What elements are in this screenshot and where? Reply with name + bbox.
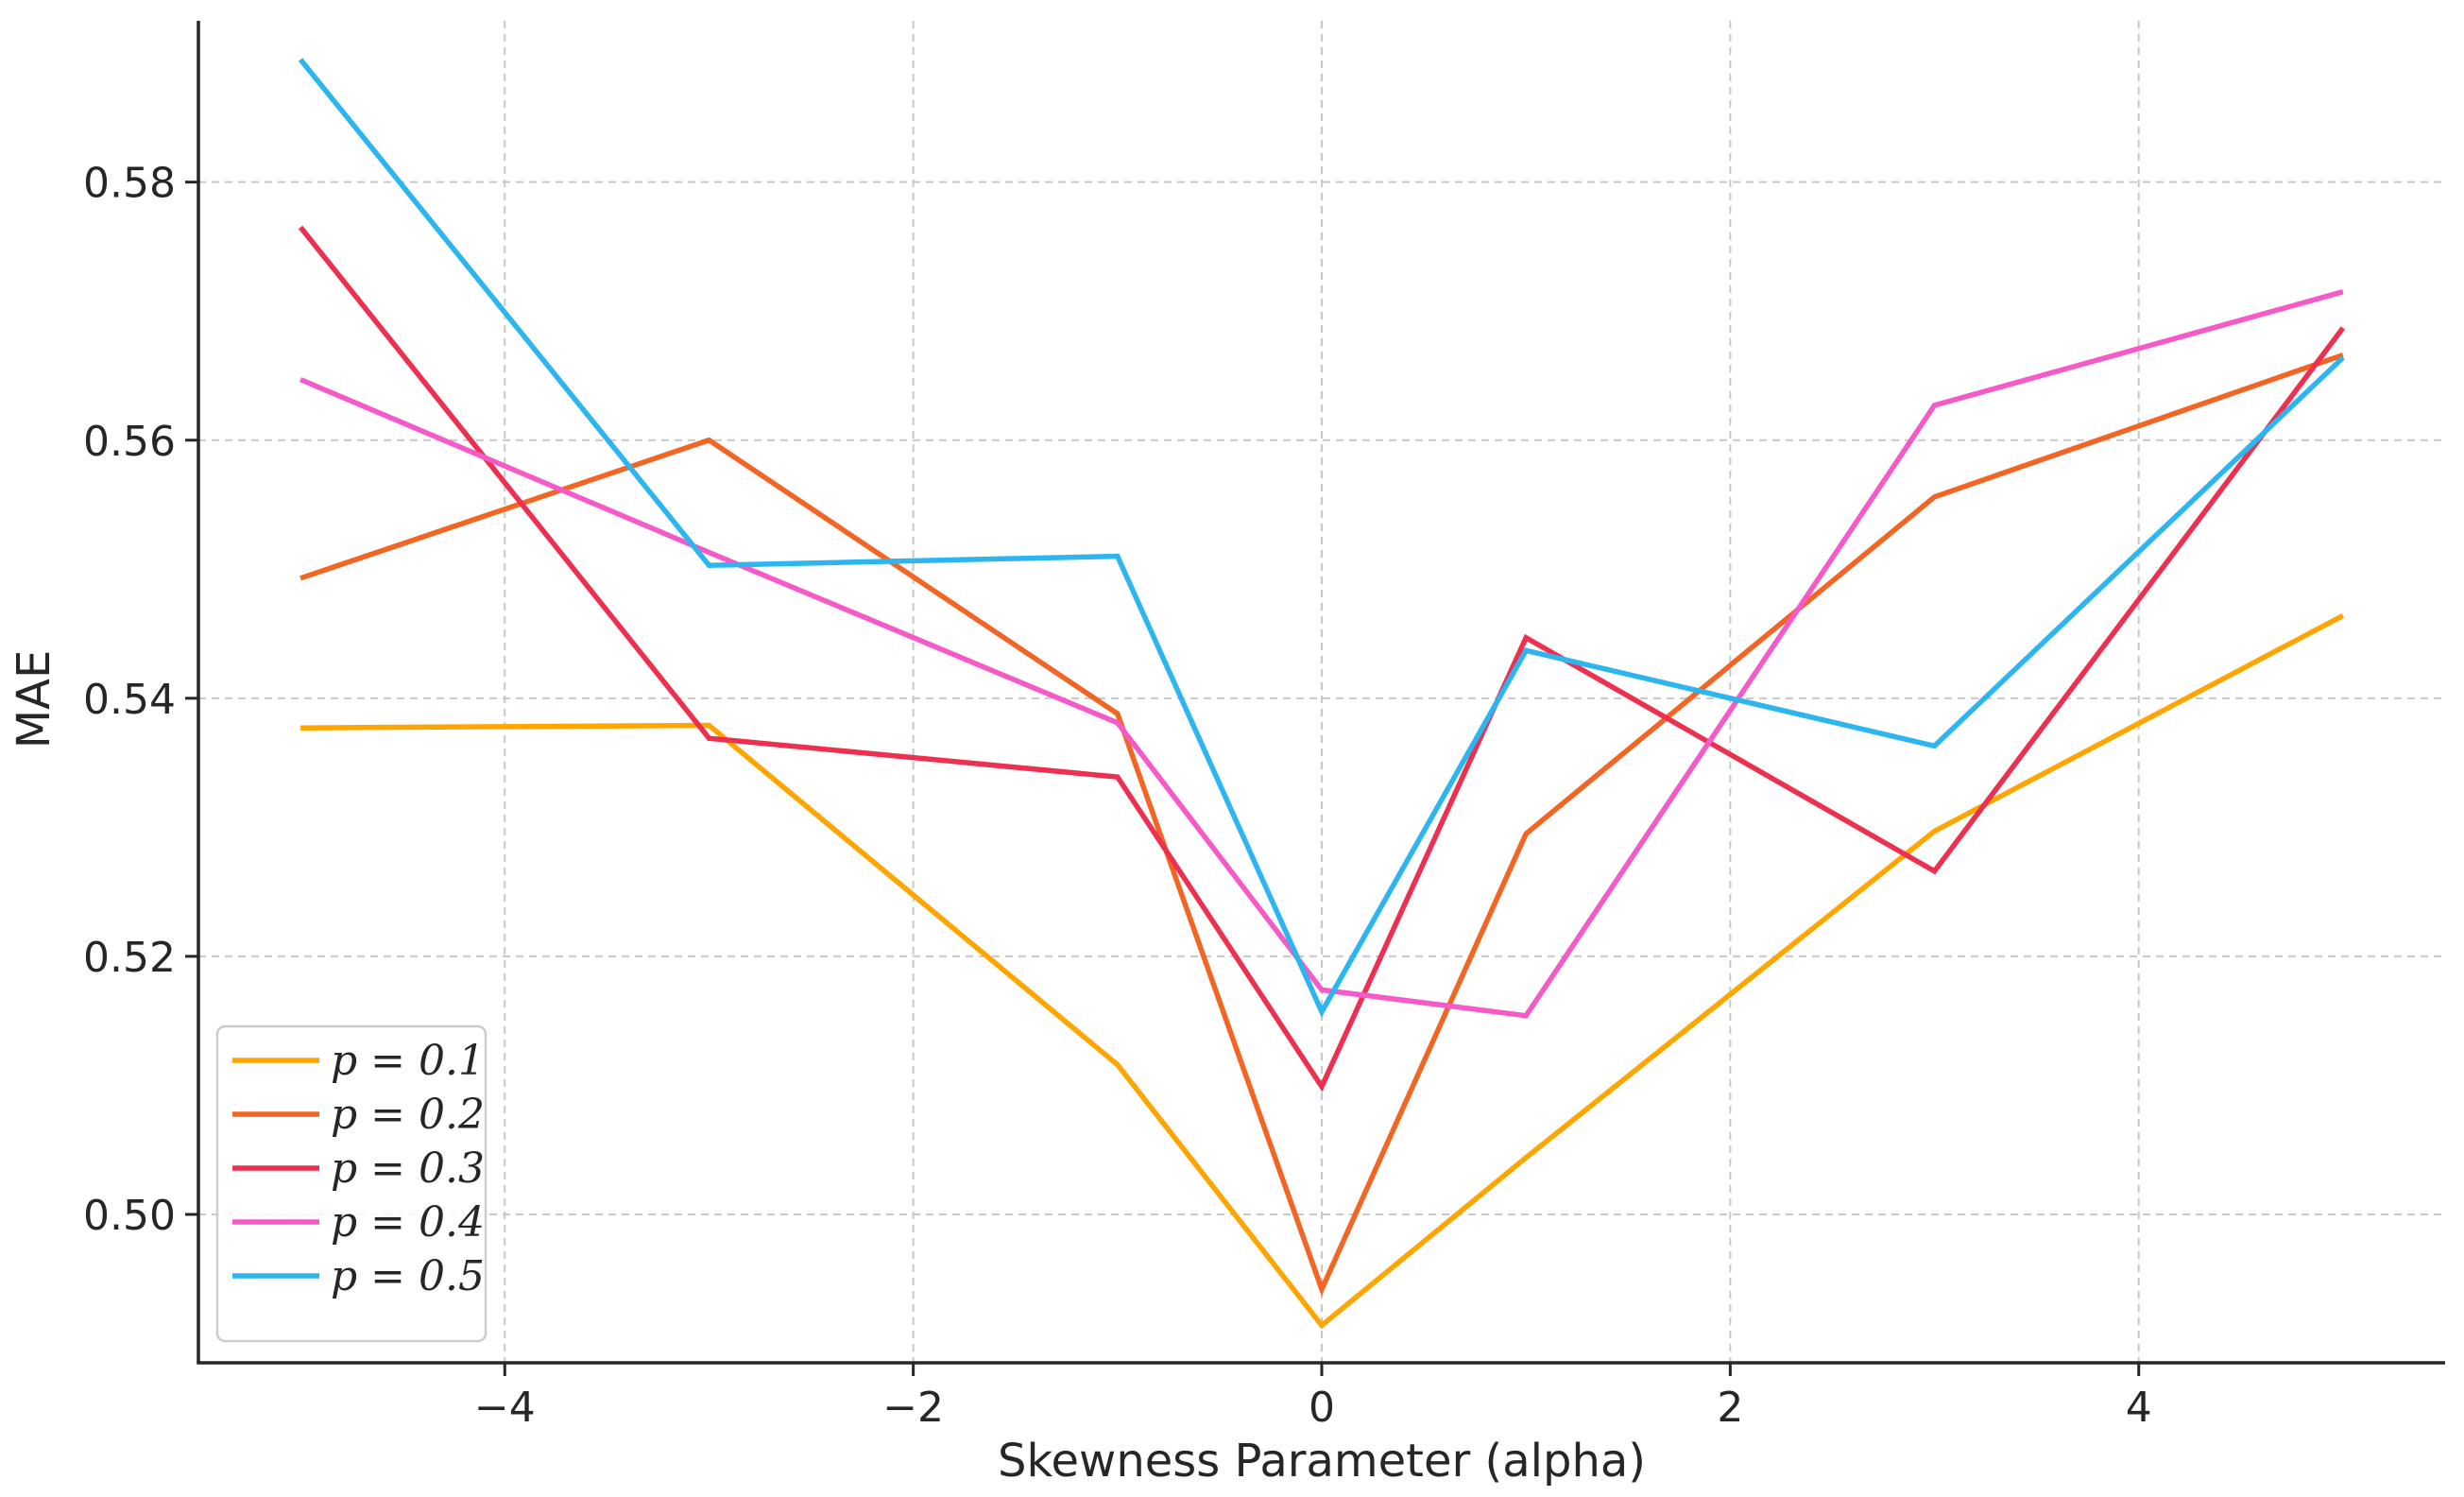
legend: p = 0.1 p = 0.2 p = 0.3 p = 0.4 p = 0.5 xyxy=(215,1024,488,1343)
legend-label: p = 0.2 xyxy=(331,1091,485,1139)
legend-label: p = 0.5 xyxy=(331,1252,485,1300)
y-axis-label: MAE xyxy=(8,650,60,749)
x-tick-label: −2 xyxy=(882,1384,944,1432)
x-tick-label: 0 xyxy=(1309,1384,1335,1432)
y-tick-label: 0.58 xyxy=(83,160,176,208)
x-tick-label: −4 xyxy=(474,1384,536,1432)
y-tick-label: 0.56 xyxy=(83,418,176,466)
series-line-3 xyxy=(298,225,2346,1093)
legend-frame xyxy=(215,1024,488,1343)
series-line-5 xyxy=(298,58,2345,1018)
y-tick-label: 0.52 xyxy=(83,934,176,982)
series-line-4 xyxy=(299,289,2344,1019)
series-lines xyxy=(298,58,2346,1330)
legend-label: p = 0.3 xyxy=(331,1144,485,1193)
x-ticks: −4 −2 0 2 4 xyxy=(474,1363,2152,1432)
series-line-1 xyxy=(300,612,2345,1330)
y-tick-label: 0.50 xyxy=(83,1192,176,1240)
x-axis-label: Skewness Parameter (alpha) xyxy=(998,1435,1646,1488)
legend-label: p = 0.1 xyxy=(331,1037,485,1085)
x-tick-label: 2 xyxy=(1717,1384,1743,1432)
y-ticks: 0.50 0.52 0.54 0.56 0.58 xyxy=(83,160,198,1240)
series-line-2 xyxy=(299,353,2344,1297)
y-tick-label: 0.54 xyxy=(83,676,176,724)
x-tick-label: 4 xyxy=(2126,1384,2152,1432)
grid-lines xyxy=(198,21,2445,1363)
legend-label: p = 0.4 xyxy=(331,1198,485,1247)
